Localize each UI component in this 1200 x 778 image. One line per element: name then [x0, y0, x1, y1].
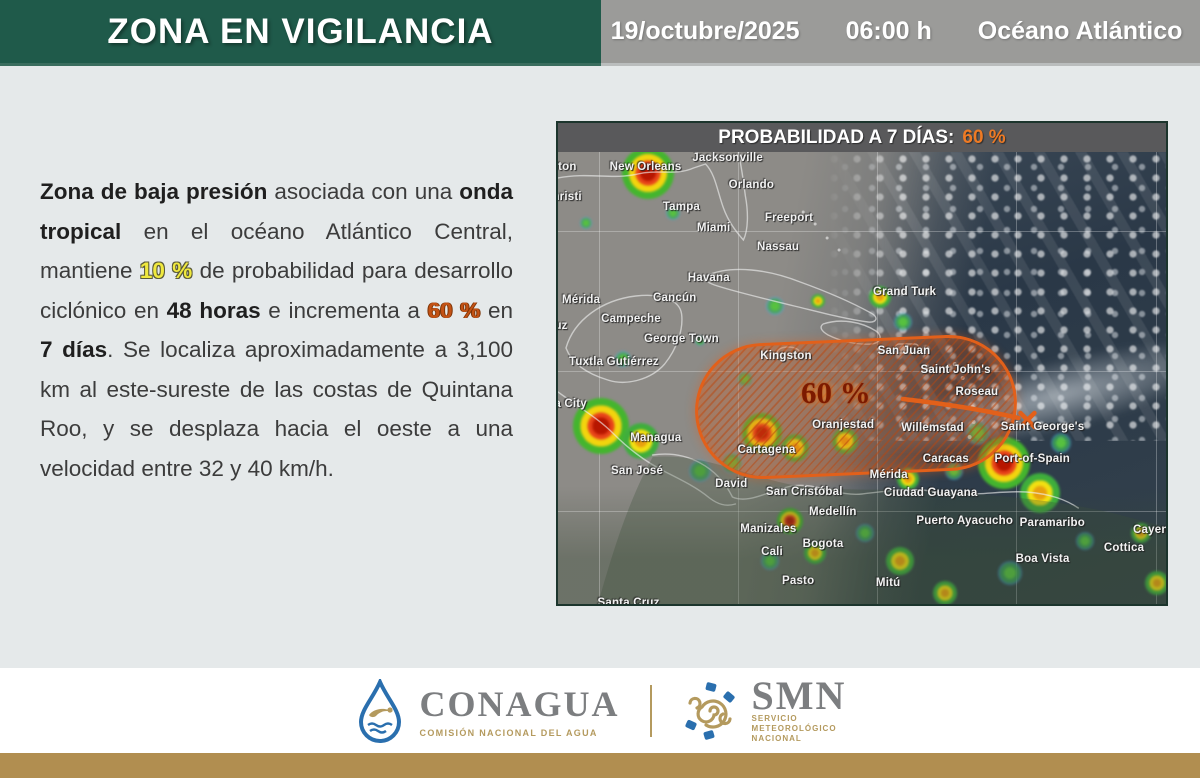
smn-spiral-icon [684, 681, 735, 740]
city-label: Ciudad Guayana [883, 486, 978, 499]
city-label: hristi [558, 191, 582, 204]
city-label: Grand Turk [872, 286, 937, 299]
city-label: Manizales [740, 522, 797, 535]
header-date: 19/octubre/2025 [610, 17, 800, 45]
city-label: New Orleans [609, 160, 682, 173]
south-america-landmass [597, 456, 1166, 604]
city-label: Cayen [1133, 523, 1166, 536]
city-label: Boa Vista [1015, 552, 1070, 565]
city-label: Havana [687, 272, 730, 285]
city-label: Saint John's [920, 363, 991, 376]
logo-divider [649, 684, 652, 737]
header-meta: 19/octubre/2025 06:00 h Océano Atlántico [601, 0, 1200, 66]
coastlines [558, 152, 1166, 604]
city-label: Puerto Ayacucho [916, 514, 1014, 527]
city-label: Cali [761, 546, 783, 559]
header-time: 06:00 h [845, 17, 932, 45]
probability-label: 60 % [800, 374, 871, 410]
city-label: Tuxtla Gutiérrez [568, 356, 659, 369]
description-segment: e incrementa a [260, 297, 428, 323]
city-label: Willemstad [901, 422, 964, 435]
description-segment: 48 horas [166, 297, 261, 323]
map-title-probability: 60 % [962, 126, 1006, 148]
city-label: Orlando [728, 178, 775, 191]
city-label: uz [558, 320, 568, 333]
city-label: San Cristóbal [765, 485, 843, 498]
city-label: Campeche [601, 312, 661, 325]
description-segment: onda tropical [40, 179, 514, 244]
city-label: Port-of-Spain [994, 452, 1070, 465]
city-label: David [715, 478, 748, 491]
smn-wordmark: SMN [751, 672, 847, 718]
satellite-map-panel: PROBABILIDAD A 7 DÍAS: 60 % [556, 121, 1168, 606]
header-region: Océano Atlántico [977, 17, 1183, 45]
city-label: Cancún [653, 291, 697, 304]
description-segment: 10 % [139, 258, 193, 283]
description-segment: Zona de baja presión [40, 179, 268, 204]
city-label: Mérida [561, 293, 601, 306]
city-label: George Town [644, 333, 719, 346]
page-title: ZONA EN VIGILANCIA [107, 11, 494, 51]
city-label: Medellín [809, 505, 857, 518]
city-label: Bogota [802, 537, 844, 550]
track-arrow [900, 396, 1037, 430]
gold-bottom-bar [0, 753, 1200, 778]
description-segment: de probabilidad para desarrollo ciclónic… [40, 258, 513, 323]
city-label: Cartagena [737, 443, 796, 456]
city-label: ston [558, 160, 577, 173]
city-label: Miami [696, 221, 731, 234]
city-label: Paramaribo [1019, 517, 1085, 530]
smn-subtitle: SERVICIO METEOROLÓGICO NACIONAL [751, 713, 837, 743]
city-label: Saint George's [1000, 420, 1085, 433]
map-title-text: PROBABILIDAD A 7 DÍAS: [718, 126, 955, 148]
city-label: San José [610, 465, 664, 478]
city-label: Freeport [764, 211, 814, 224]
description-segment: en [480, 297, 513, 323]
description-segment: 7 días [40, 337, 108, 362]
header-bar: ZONA EN VIGILANCIA 19/octubre/2025 06:00… [0, 0, 1200, 66]
city-label: Kingston [760, 349, 812, 362]
disturbance-x-marker [1018, 410, 1037, 430]
city-label: Pasto [781, 574, 815, 587]
city-label: Caracas [922, 452, 969, 465]
description-segment: en el océano Atlántico Central, mantiene [40, 218, 513, 284]
city-label: Managua [630, 432, 682, 445]
city-label: San Juan [877, 344, 931, 357]
satellite-image: 60 % ston New Orleans Jacksonville Orlando h… [558, 152, 1166, 604]
description-text: Zona de baja presión asociada con una on… [40, 172, 513, 488]
description-segment: 60 % [427, 297, 481, 323]
city-label: Nassau [757, 240, 800, 253]
description-segment: . Se localiza aproximadamente a 3,100 km… [40, 337, 514, 481]
city-label: Cottica [1103, 541, 1145, 554]
footer: CONAGUA COMISIÓN NACIONAL DEL AGUA [0, 668, 1200, 753]
conagua-wordmark: CONAGUA [419, 684, 620, 724]
city-label: la City [558, 398, 587, 411]
city-label: Tampa [662, 201, 701, 214]
city-label: Roseau [955, 386, 999, 398]
city-label: Mitú [875, 577, 901, 590]
conagua-logo: CONAGUA COMISIÓN NACIONAL DEL AGUA [354, 678, 620, 743]
map-title-bar: PROBABILIDAD A 7 DÍAS: 60 % [558, 123, 1166, 152]
city-label: Oranjestad [812, 419, 875, 431]
smn-logo: SMN SERVICIO METEOROLÓGICO NACIONAL [682, 672, 847, 744]
description-segment: asociada con una [267, 179, 460, 204]
title-banner: ZONA EN VIGILANCIA [0, 0, 601, 66]
city-label: Jacksonville [692, 152, 764, 164]
conagua-subtitle: COMISIÓN NACIONAL DEL AGUA [419, 728, 598, 738]
city-label: Mérida [869, 469, 908, 482]
city-label: Santa Cruz [597, 597, 660, 604]
conagua-drop-icon [358, 678, 401, 743]
